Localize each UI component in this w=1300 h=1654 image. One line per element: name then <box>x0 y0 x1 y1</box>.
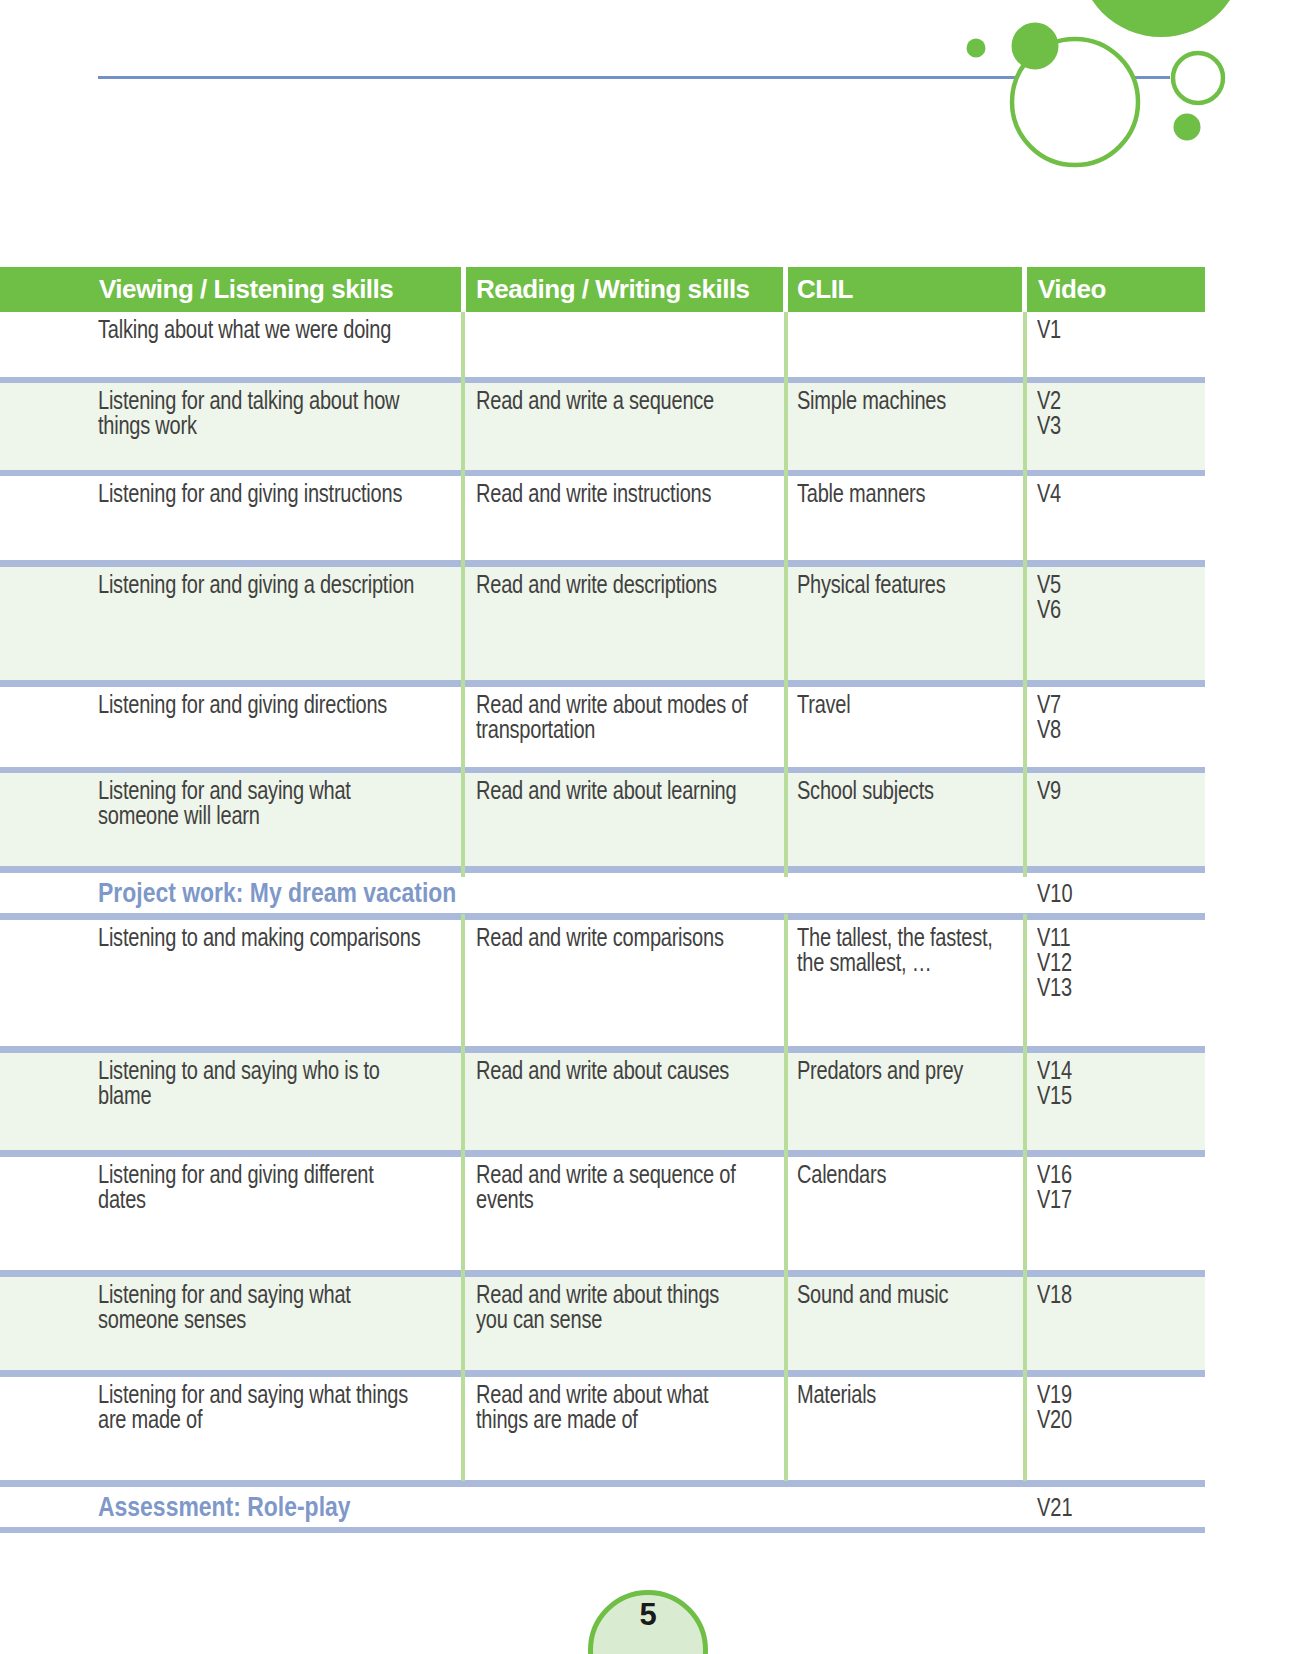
video-cell: V7 V8 <box>1037 692 1061 742</box>
clil-cell: Predators and prey <box>797 1058 963 1083</box>
video-cell: V10 <box>1037 878 1073 909</box>
listening-cell: Listening for and saying what someone wi… <box>98 778 351 828</box>
project-row: Project work: My dream vacation V10 <box>0 873 1205 913</box>
reading-cell: Read and write instructions <box>476 481 711 506</box>
video-cell: V9 <box>1037 778 1061 803</box>
video-cell: V1 <box>1037 317 1061 342</box>
header-label: Viewing / Listening skills <box>0 274 393 305</box>
video-cell: V4 <box>1037 481 1061 506</box>
reading-cell: Read and write about learning <box>476 778 736 803</box>
column-divider <box>461 914 465 1481</box>
project-title: Project work: My dream vacation <box>98 878 456 909</box>
reading-cell: Read and write comparisons <box>476 925 724 950</box>
video-cell: V5 V6 <box>1037 572 1061 622</box>
reading-cell: Read and write about things you can sens… <box>476 1282 719 1332</box>
clil-cell: Sound and music <box>797 1282 948 1307</box>
header-cell-video: Video <box>1027 267 1205 312</box>
reading-cell: Read and write about what things are mad… <box>476 1382 708 1432</box>
listening-cell: Listening for and giving a description <box>98 572 414 597</box>
assessment-title: Assessment: Role-play <box>98 1492 351 1523</box>
video-cell: V16 V17 <box>1037 1162 1072 1212</box>
clil-cell: Simple machines <box>797 388 946 413</box>
clil-cell: Travel <box>797 692 851 717</box>
clil-cell: Materials <box>797 1382 876 1407</box>
reading-cell: Read and write a sequence <box>476 388 714 413</box>
video-cell: V19 V20 <box>1037 1382 1072 1432</box>
video-cell: V21 <box>1037 1492 1073 1523</box>
listening-cell: Listening to and saying who is to blame <box>98 1058 380 1108</box>
decorative-circles <box>0 0 1300 260</box>
header-cell-listening: Viewing / Listening skills <box>0 267 461 312</box>
column-divider <box>461 312 465 877</box>
reading-cell: Read and write about causes <box>476 1058 729 1083</box>
header-cell-clil: CLIL <box>788 267 1022 312</box>
clil-cell: Table manners <box>797 481 925 506</box>
video-cell: V2 V3 <box>1037 388 1061 438</box>
listening-cell: Listening for and giving directions <box>98 692 387 717</box>
row-separator <box>0 1527 1205 1533</box>
listening-cell: Listening for and giving instructions <box>98 481 402 506</box>
listening-cell: Listening for and talking about how thin… <box>98 388 399 438</box>
listening-cell: Listening for and giving different dates <box>98 1162 374 1212</box>
listening-cell: Talking about what we were doing <box>98 317 391 342</box>
header-label: Video <box>1027 274 1106 305</box>
video-cell: V14 V15 <box>1037 1058 1072 1108</box>
listening-cell: Listening for and saying what things are… <box>98 1382 408 1432</box>
header-cell-reading: Reading / Writing skills <box>466 267 783 312</box>
column-divider <box>1023 914 1027 1481</box>
row-separator <box>0 1480 1205 1487</box>
clil-cell: The tallest, the fastest, the smallest, … <box>797 925 993 975</box>
video-cell: V18 <box>1037 1282 1072 1307</box>
clil-cell: School subjects <box>797 778 934 803</box>
listening-cell: Listening for and saying what someone se… <box>98 1282 351 1332</box>
header-label: Reading / Writing skills <box>466 274 750 305</box>
page-number: 5 <box>593 1597 703 1633</box>
page-number-badge: 5 <box>588 1590 708 1654</box>
listening-cell: Listening to and making comparisons <box>98 925 420 950</box>
clil-cell: Calendars <box>797 1162 886 1187</box>
clil-cell: Physical features <box>797 572 946 597</box>
reading-cell: Read and write descriptions <box>476 572 717 597</box>
reading-cell: Read and write about modes of transporta… <box>476 692 748 742</box>
header-label: CLIL <box>788 274 853 305</box>
assessment-row: Assessment: Role-play V21 <box>0 1487 1205 1527</box>
column-divider <box>784 914 788 1481</box>
column-divider <box>784 312 788 877</box>
video-cell: V11 V12 V13 <box>1037 925 1072 1000</box>
reading-cell: Read and write a sequence of events <box>476 1162 736 1212</box>
page: Viewing / Listening skills Reading / Wri… <box>0 0 1300 1654</box>
column-divider <box>1023 312 1027 877</box>
